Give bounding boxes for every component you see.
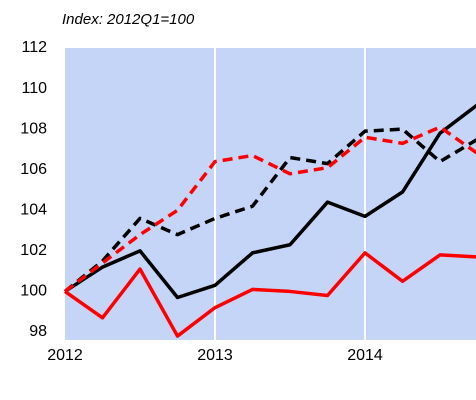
y-tick-label: 110 [21,80,47,97]
y-tick-label: 98 [29,323,47,340]
series-line [63,125,476,293]
y-tick-label: 106 [20,161,47,178]
plot-area [65,48,476,340]
y-tick-label: 102 [20,242,47,259]
y-tick-label: 104 [20,202,47,219]
y-tick-label: 100 [20,283,47,300]
y-tick-label: 112 [21,39,47,56]
series-line [64,103,476,300]
x-tick-label: 2012 [47,347,83,364]
y-tick-label: 108 [20,120,47,137]
x-tick-label: 2014 [347,347,383,364]
x-tick-label: 2013 [197,347,233,364]
series-line [63,127,476,293]
series-line [63,251,476,338]
chart-subtitle: Index: 2012Q1=100 [62,11,195,28]
